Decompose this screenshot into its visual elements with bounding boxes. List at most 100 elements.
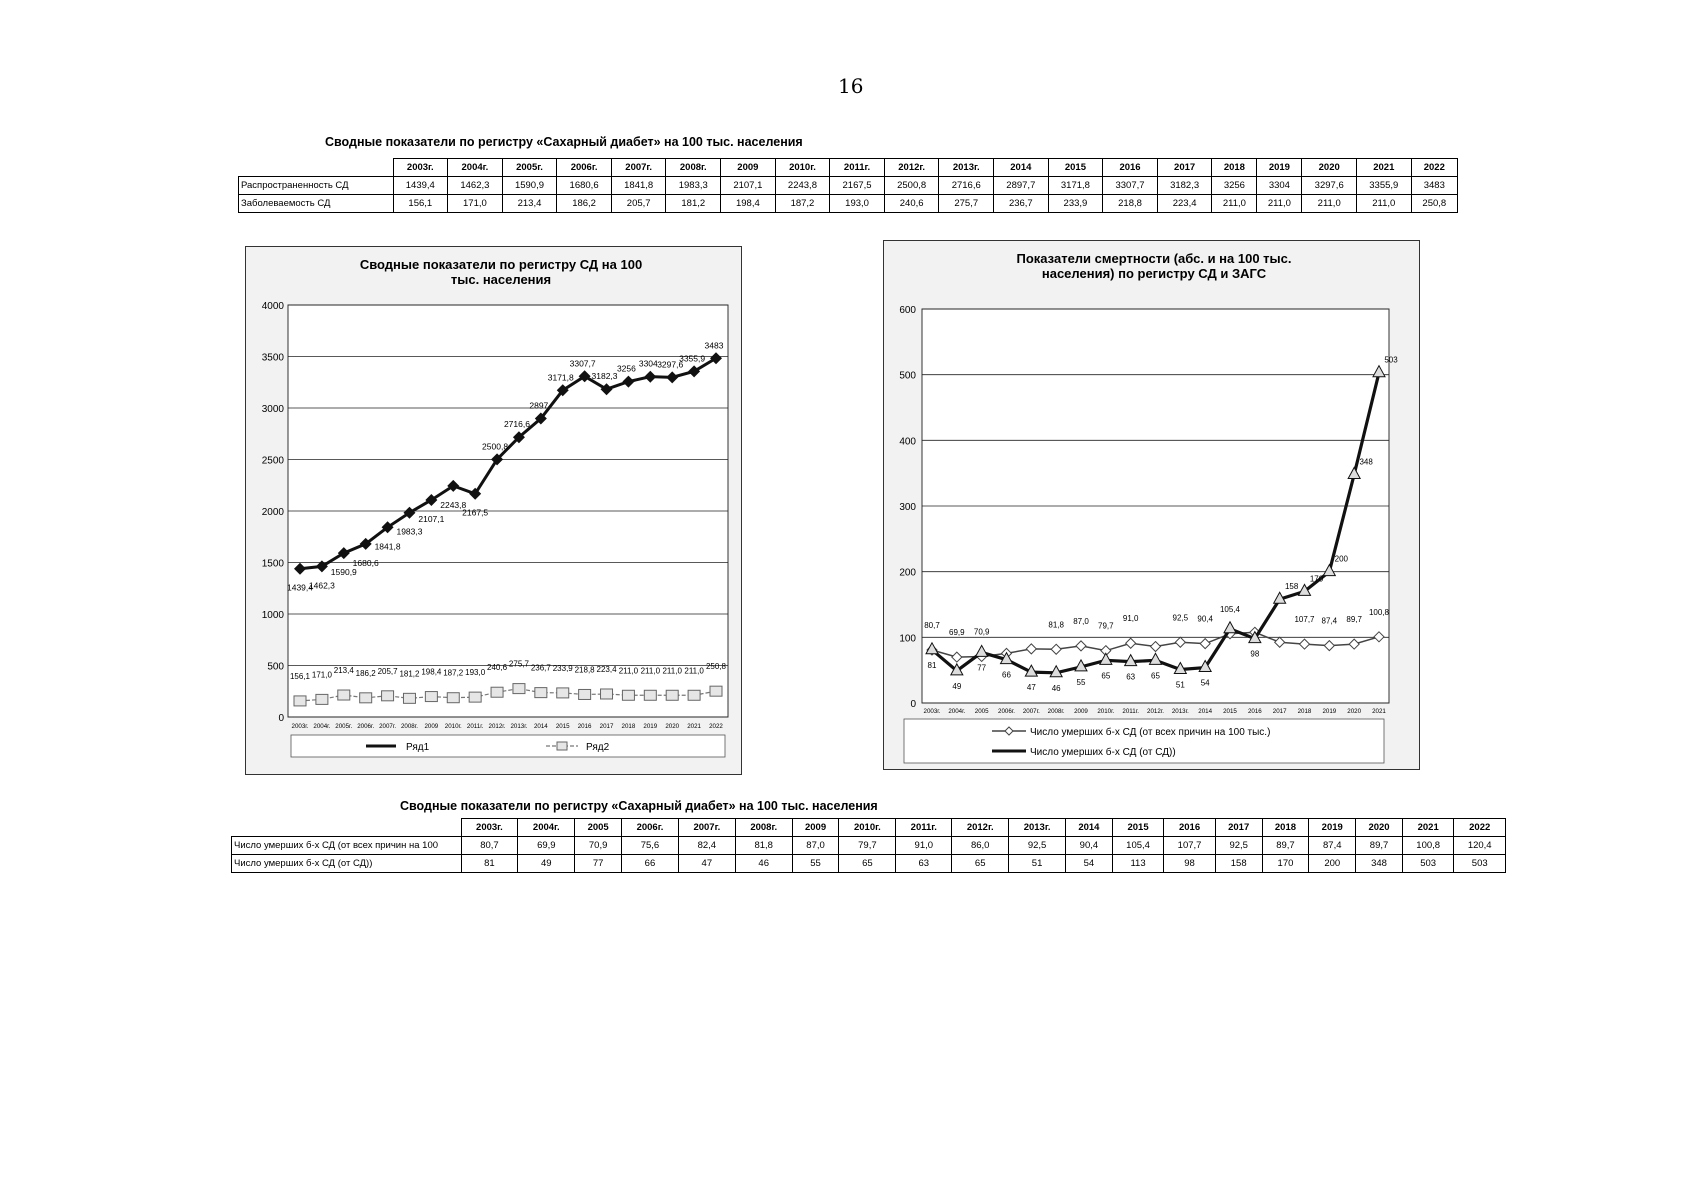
data-label: 3304 bbox=[639, 359, 658, 369]
series-2-marker bbox=[402, 692, 416, 704]
x-tick-label: 2018 bbox=[622, 723, 636, 730]
series-2-marker bbox=[925, 641, 939, 655]
series-2-marker bbox=[974, 644, 989, 657]
series-2-marker bbox=[293, 695, 307, 707]
series-2-marker bbox=[1223, 620, 1237, 634]
table-cell: 3182,3 bbox=[1156, 176, 1213, 195]
table-header-cell: 2009 bbox=[720, 158, 776, 177]
data-label: 187,2 bbox=[443, 669, 464, 678]
x-tick-label: 2003г. bbox=[924, 708, 941, 715]
x-tick-label: 2010г. bbox=[445, 723, 462, 730]
table-header-cell: 2022 bbox=[1410, 158, 1459, 177]
series-1-marker bbox=[1025, 643, 1038, 655]
table-cell: 3171,8 bbox=[1047, 176, 1104, 195]
series-2-marker bbox=[709, 685, 723, 697]
series-1-marker bbox=[644, 370, 657, 383]
chart-prevalence: Сводные показатели по регистру СД на 100… bbox=[245, 246, 742, 775]
table-cell: 198,4 bbox=[720, 194, 776, 213]
table-header-cell: 2009 bbox=[791, 818, 840, 837]
data-label: 211,0 bbox=[662, 666, 682, 675]
data-label: 2500,8 bbox=[482, 441, 508, 451]
data-label: 100,8 bbox=[1369, 608, 1390, 617]
table-cell: 113 bbox=[1111, 854, 1165, 873]
x-tick-label: 2009 bbox=[424, 723, 438, 730]
table-cell: 211,0 bbox=[1211, 194, 1258, 213]
legend-label: Число умерших б-х СД (от всех причин на … bbox=[1030, 726, 1270, 738]
data-label: 77 bbox=[977, 663, 986, 672]
table-cell: 90,4 bbox=[1065, 836, 1113, 855]
series-2-marker bbox=[512, 683, 526, 695]
data-label: 47 bbox=[1027, 683, 1036, 692]
series-1-marker bbox=[1149, 640, 1162, 653]
series-2-marker bbox=[534, 687, 548, 699]
x-tick-label: 2004г. bbox=[948, 708, 965, 715]
data-label: 3483 bbox=[705, 340, 724, 350]
table-cell: 236,7 bbox=[993, 194, 1049, 213]
data-label: 87,4 bbox=[1322, 617, 1338, 626]
table-header-cell: 2012г. bbox=[951, 818, 1010, 837]
data-label: 1439,4 bbox=[287, 583, 313, 593]
data-label: 51 bbox=[1176, 681, 1185, 690]
data-label: 55 bbox=[1077, 678, 1086, 687]
table-row: Распространенность СД 1439,4 1462,3 1590,9 1… bbox=[238, 176, 1459, 195]
series-2-marker bbox=[1347, 466, 1362, 479]
series-2-marker bbox=[359, 692, 373, 704]
table-header-cell: 2006г. bbox=[621, 818, 679, 837]
table-cell: 75,6 bbox=[621, 836, 679, 855]
data-label: 3355,9 bbox=[679, 353, 705, 363]
data-label: 205,7 bbox=[378, 667, 399, 676]
data-label: 3307,7 bbox=[570, 358, 596, 368]
data-label: 107,7 bbox=[1294, 615, 1315, 624]
table-cell: 79,7 bbox=[838, 836, 897, 855]
series-1-marker bbox=[315, 560, 328, 573]
table-header-cell: 2022 bbox=[1453, 818, 1506, 837]
data-label: 1983,3 bbox=[396, 527, 422, 537]
data-label: 1590,9 bbox=[331, 567, 357, 577]
y-tick-label: 0 bbox=[278, 713, 284, 724]
table-cell: 170 bbox=[1261, 854, 1310, 873]
table-cell: 65 bbox=[838, 854, 897, 873]
series-2-marker bbox=[424, 691, 438, 703]
series-2-marker bbox=[1173, 661, 1188, 675]
table-header-cell: 2012г. bbox=[883, 158, 940, 177]
table-header-cell: 2005г. bbox=[501, 158, 558, 177]
table-cell: 218,8 bbox=[1102, 194, 1158, 213]
table-header-cell: 2008г. bbox=[665, 158, 722, 177]
series-2-marker bbox=[949, 662, 964, 676]
data-label: 186,2 bbox=[356, 669, 377, 678]
table-cell: 92,5 bbox=[1008, 836, 1067, 855]
table-header-cell: 2021 bbox=[1356, 158, 1412, 177]
y-tick-label: 0 bbox=[910, 699, 916, 710]
table-cell: 89,7 bbox=[1355, 836, 1403, 855]
series-2-marker bbox=[621, 689, 635, 701]
data-label: 233,9 bbox=[553, 664, 574, 673]
series-2-marker bbox=[556, 687, 570, 699]
y-tick-label: 500 bbox=[267, 662, 284, 673]
x-tick-label: 2020 bbox=[665, 723, 679, 730]
table-cell: 46 bbox=[734, 854, 793, 873]
x-tick-label: 2017 bbox=[1273, 708, 1287, 715]
table-cell: 275,7 bbox=[938, 194, 995, 213]
series-2-marker bbox=[315, 693, 329, 705]
series-2-marker bbox=[999, 651, 1014, 665]
table-cell: 250,8 bbox=[1410, 194, 1459, 213]
page-number: 16 bbox=[838, 74, 864, 98]
table-cell: 107,7 bbox=[1163, 836, 1216, 855]
y-tick-label: 2500 bbox=[262, 456, 285, 467]
data-label: 65 bbox=[1151, 671, 1160, 680]
x-tick-label: 2006г. bbox=[357, 723, 374, 730]
y-tick-label: 200 bbox=[899, 568, 916, 579]
table-cell: 213,4 bbox=[501, 194, 558, 213]
table-header-cell: 2017 bbox=[1156, 158, 1213, 177]
x-tick-label: 2018 bbox=[1298, 708, 1312, 715]
x-tick-label: 2004г. bbox=[313, 723, 330, 730]
table-header-cell: 2019 bbox=[1256, 158, 1303, 177]
series-1-marker bbox=[1174, 636, 1187, 648]
data-label: 158 bbox=[1285, 582, 1299, 591]
series-2-marker bbox=[381, 690, 395, 702]
legend-label: Число умерших б-х СД (от СД)) bbox=[1030, 746, 1176, 758]
table-cell: 81,8 bbox=[734, 836, 793, 855]
series-1-marker bbox=[403, 506, 416, 519]
data-label: 66 bbox=[1002, 671, 1011, 680]
series-2-marker bbox=[687, 689, 701, 701]
